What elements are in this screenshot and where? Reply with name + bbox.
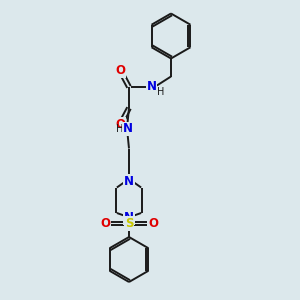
Text: O: O <box>148 217 158 230</box>
Text: N: N <box>124 211 134 224</box>
Text: N: N <box>122 122 133 136</box>
Text: N: N <box>146 80 157 94</box>
Text: N: N <box>124 175 134 188</box>
Text: O: O <box>115 118 125 131</box>
Text: O: O <box>100 217 110 230</box>
Text: H: H <box>116 124 123 134</box>
Text: H: H <box>157 87 164 98</box>
Text: O: O <box>115 64 125 77</box>
Text: S: S <box>125 217 133 230</box>
